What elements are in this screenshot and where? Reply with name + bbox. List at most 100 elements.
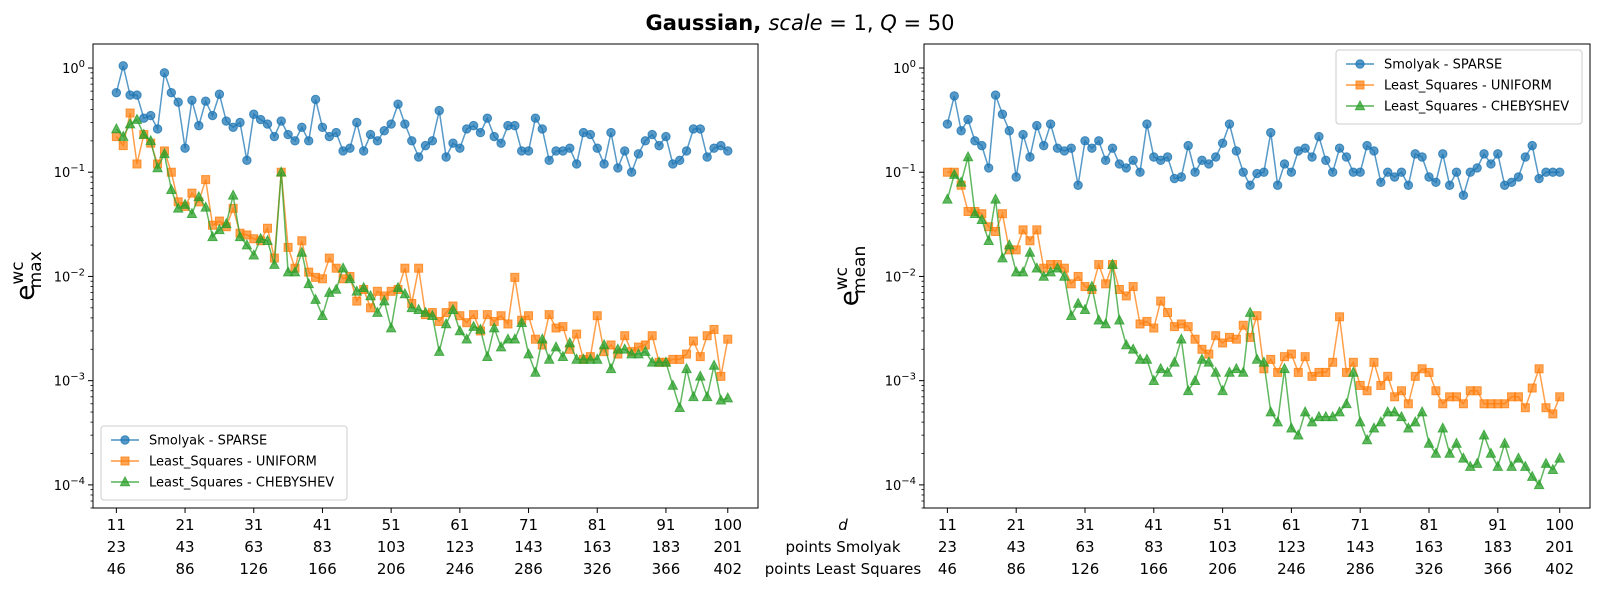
data-point [1458, 399, 1468, 409]
data-point [352, 117, 362, 128]
data-point [180, 143, 190, 153]
data-point [413, 152, 424, 162]
data-point [1334, 405, 1345, 417]
data-point [303, 277, 315, 289]
data-point [1127, 343, 1139, 354]
data-point [1458, 190, 1469, 201]
data-point [179, 198, 191, 209]
data-point [962, 150, 974, 162]
data-point [1072, 297, 1084, 308]
data-point [716, 140, 726, 151]
data-point [496, 311, 506, 321]
data-point [1472, 163, 1482, 173]
series-smolyak-sparse [942, 90, 1565, 201]
data-point [262, 119, 273, 129]
data-point [468, 320, 480, 331]
data-point [1430, 447, 1442, 458]
data-point [640, 136, 651, 146]
data-point [1410, 371, 1420, 381]
x-axis: 11 23 46 21 43 86 31 63 126 41 83 166 51 103 206 61 123 2… [107, 508, 742, 578]
data-point [1533, 478, 1545, 490]
data-point [1217, 384, 1229, 396]
data-point [1135, 167, 1145, 177]
data-point [647, 331, 657, 341]
x-tick-label-least-squares: 366 [1483, 560, 1512, 578]
data-point [392, 281, 404, 292]
tick-base: 10 [893, 62, 910, 77]
data-point [977, 140, 987, 151]
x-tick-label-d: 100 [1545, 516, 1574, 534]
data-point [969, 207, 981, 219]
series-least-squares-chebyshev [110, 113, 734, 413]
data-point [1087, 143, 1097, 153]
data-point [1409, 416, 1421, 427]
data-point [414, 263, 424, 273]
data-point [1396, 410, 1407, 422]
x-tick-label-smolyak: 143 [514, 538, 543, 556]
data-point [1403, 399, 1413, 409]
data-point [1362, 140, 1372, 151]
x-tick-label-least-squares: 126 [239, 560, 268, 578]
title-math-part: Q [880, 11, 897, 35]
data-point [1025, 236, 1035, 246]
data-point [462, 318, 472, 328]
x-tick-label-d: 31 [1075, 516, 1094, 534]
data-point [702, 331, 712, 341]
data-point [1402, 422, 1414, 433]
x-tick-label-d: 100 [713, 516, 742, 534]
data-point [1437, 422, 1449, 433]
data-point [667, 379, 679, 390]
x-tick-label-smolyak: 23 [107, 538, 126, 556]
tick-base: 10 [885, 479, 902, 494]
data-point [709, 324, 719, 334]
data-point [612, 343, 624, 354]
data-point [1341, 397, 1352, 409]
data-point [1224, 119, 1235, 129]
data-point [276, 116, 286, 126]
x-tick-label-smolyak: 63 [244, 538, 263, 556]
legend-label: Least_Squares - CHEBYSHEV [149, 476, 334, 491]
data-point [234, 230, 246, 242]
data-point [200, 96, 211, 106]
data-point [371, 306, 383, 317]
tick-base: 10 [885, 270, 902, 285]
x-tick-label-smolyak: 103 [1208, 538, 1237, 556]
data-point [1451, 437, 1462, 448]
data-point [1286, 349, 1296, 359]
data-point [1534, 364, 1544, 374]
data-point [1121, 163, 1131, 173]
y-axis-label: ewcmax [8, 251, 46, 300]
tick-base: 10 [54, 375, 71, 390]
data-point [1540, 457, 1552, 468]
data-point [1417, 152, 1427, 162]
data-point [323, 286, 335, 297]
data-point [165, 183, 177, 194]
data-point [461, 333, 473, 344]
data-point [310, 94, 321, 105]
x-tick-label-d: 71 [519, 516, 538, 534]
y-label-base: e [11, 285, 41, 301]
x-tick-label-least-squares: 166 [308, 560, 337, 578]
data-point [345, 143, 355, 153]
data-point [365, 289, 376, 301]
data-point [1003, 238, 1015, 250]
data-point [1182, 384, 1194, 396]
data-point [1382, 405, 1394, 417]
data-point [1018, 225, 1028, 235]
data-point [1383, 167, 1393, 177]
x-tick-label-d: 21 [1007, 516, 1026, 534]
data-point [1128, 155, 1138, 166]
data-point [997, 252, 1008, 263]
data-point [1389, 405, 1401, 417]
data-point [695, 124, 705, 134]
data-point [317, 274, 327, 284]
data-point [503, 319, 513, 329]
data-point [1101, 279, 1111, 289]
x-row-label: d [838, 516, 848, 534]
data-point [304, 136, 314, 146]
x-tick-label-smolyak: 163 [1415, 538, 1444, 556]
data-point [516, 316, 528, 327]
data-point [1526, 470, 1538, 481]
data-point [1493, 149, 1503, 159]
